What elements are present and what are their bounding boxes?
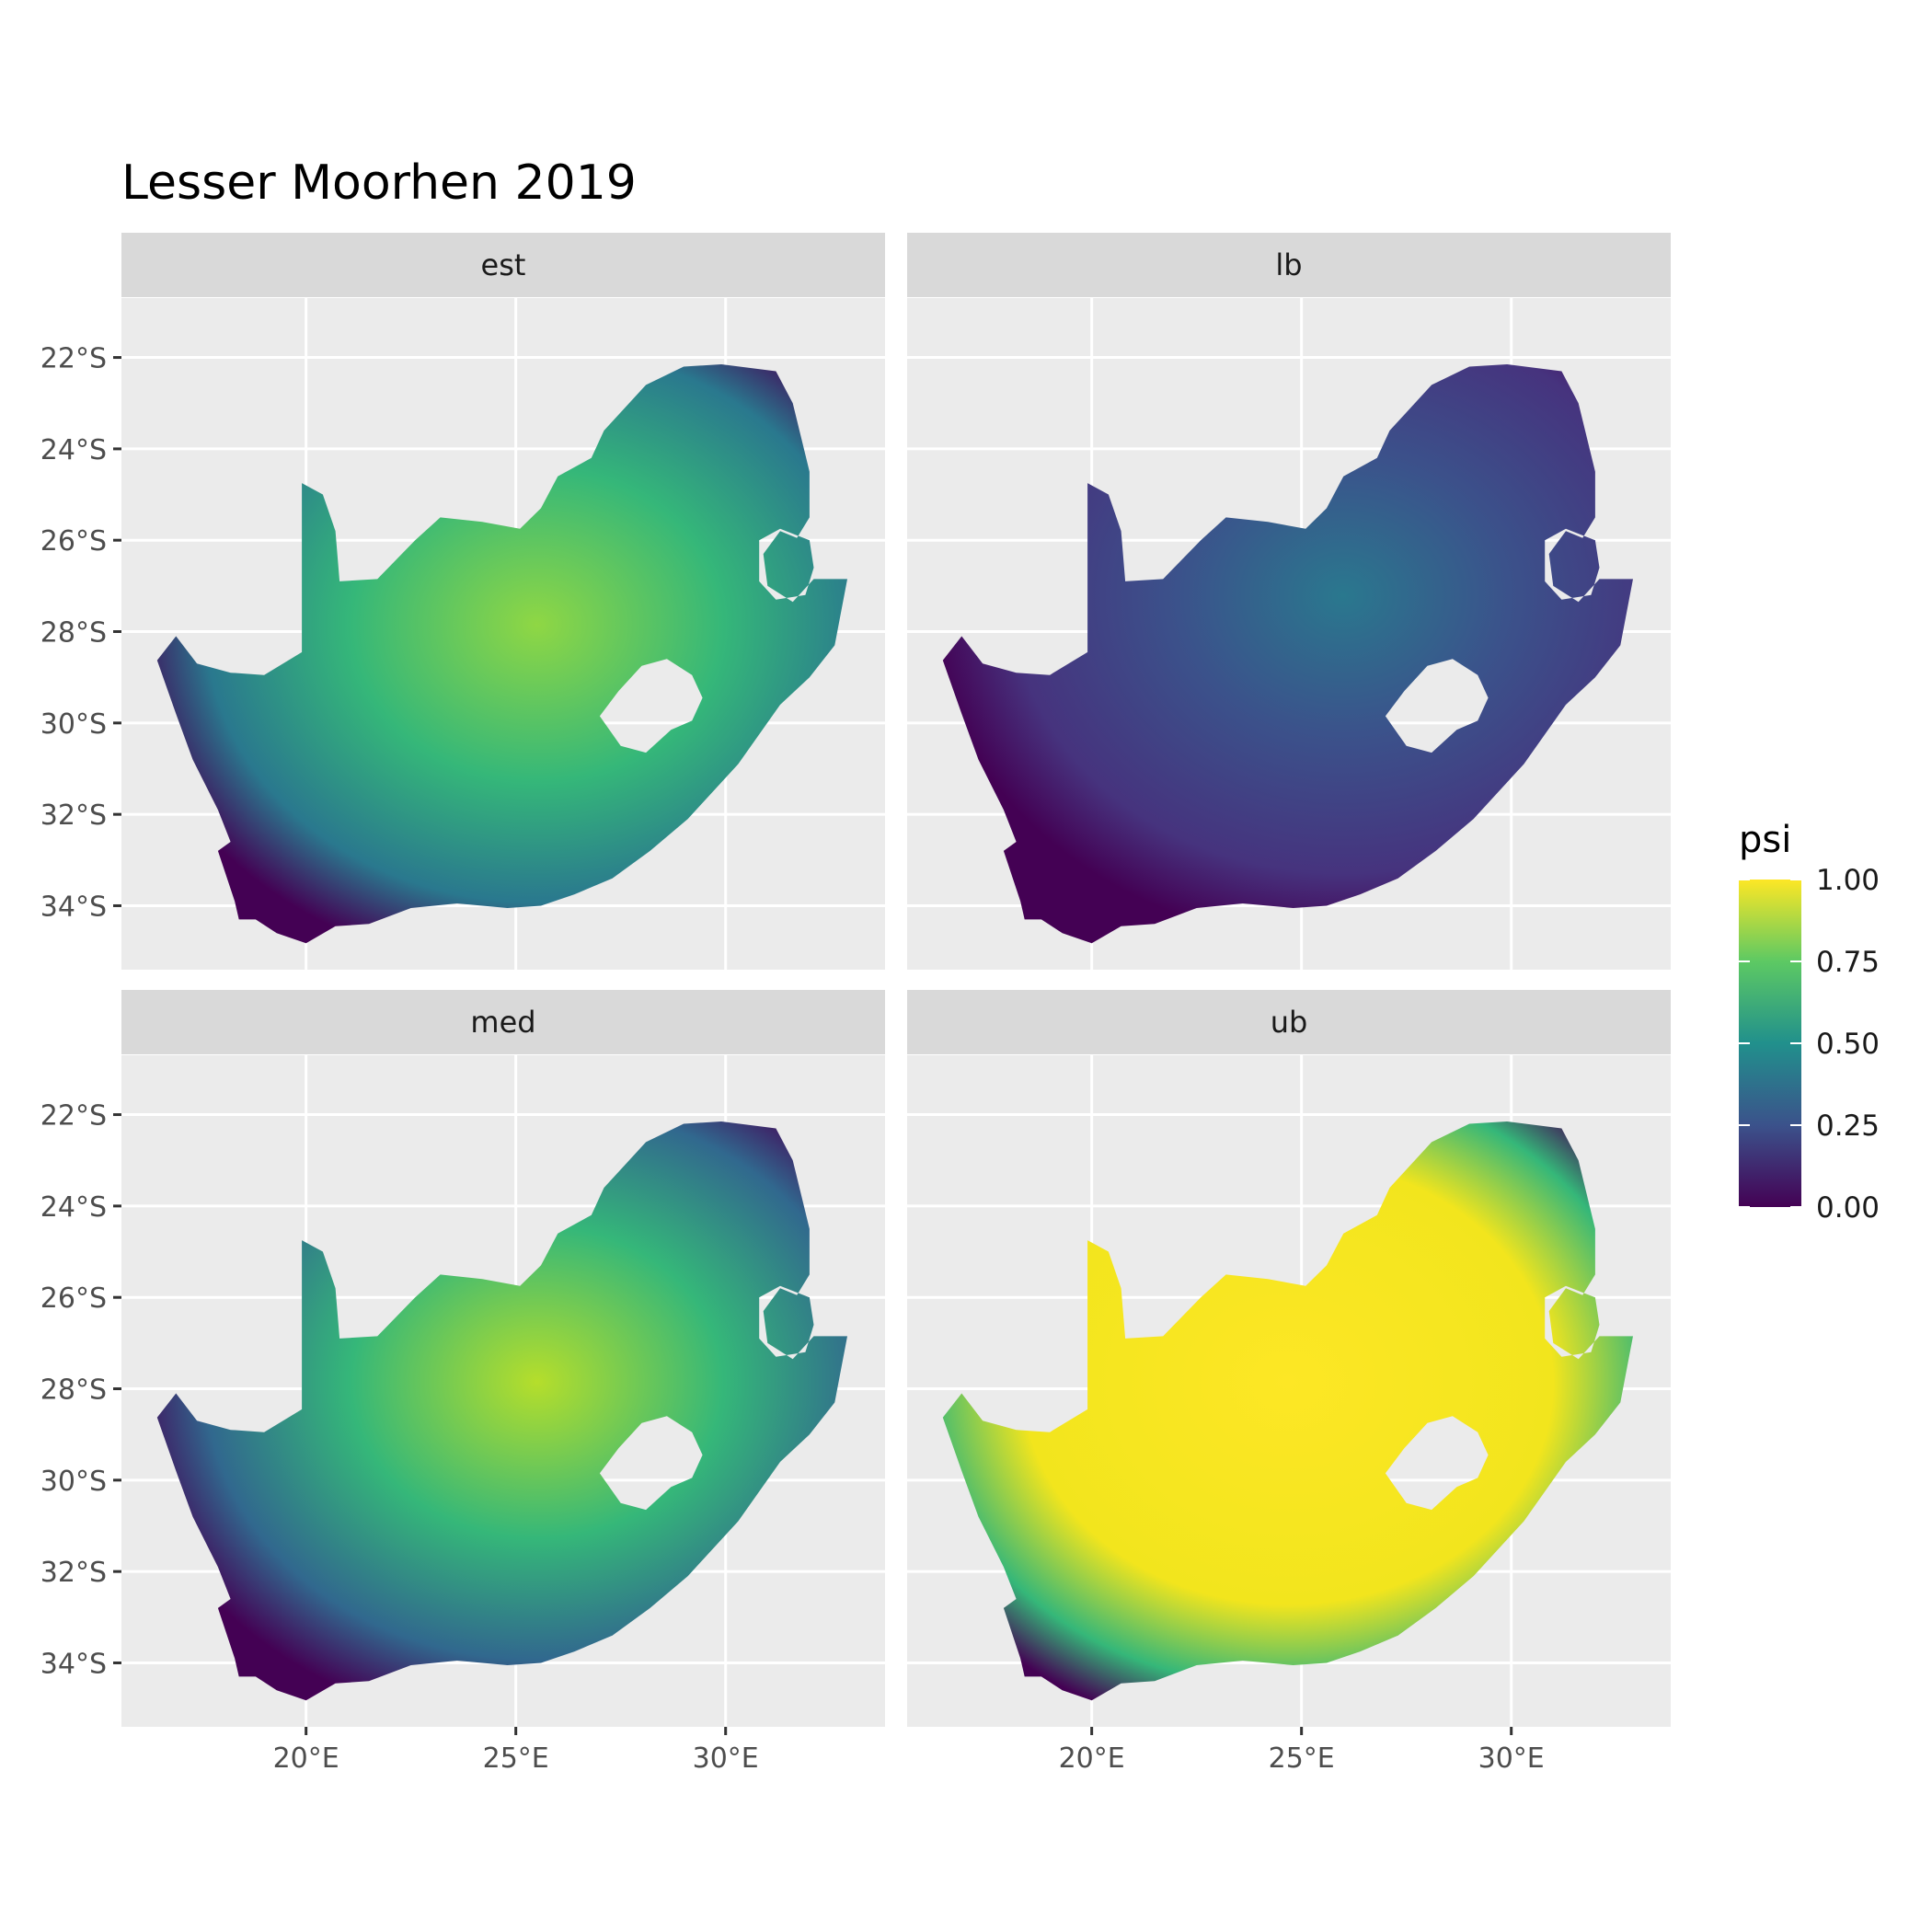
y-tick-label: 34°S [40, 1648, 107, 1680]
occupancy-raster-lb [942, 364, 1633, 944]
y-tick-label: 30°S [40, 708, 107, 741]
facet-strip-label: med [470, 1005, 535, 1040]
facet-panel-est: est 22°S 24°S 26°S 28°S 30°S 32°S 34°S [40, 233, 885, 970]
y-tick-label: 24°S [40, 1191, 107, 1224]
legend-ticks: 1.00 0.75 0.50 0.25 0.00 [1739, 864, 1880, 1225]
y-tick-label: 22°S [40, 1100, 107, 1133]
x-tick-label: 25°E [483, 1742, 549, 1775]
legend-tick-label: 0.75 [1816, 946, 1880, 979]
occupancy-raster-est [156, 364, 848, 944]
facet-strip-label: lb [1275, 247, 1302, 282]
legend-tick-label: 0.25 [1816, 1110, 1880, 1143]
y-tick-label: 32°S [40, 799, 107, 832]
chart-title: Lesser Moorhen 2019 [121, 155, 637, 211]
occupancy-raster-med [156, 1121, 848, 1701]
legend-title: psi [1739, 819, 1791, 861]
facet-strip [907, 990, 1671, 1054]
y-tick-label: 34°S [40, 891, 107, 923]
facet-panel-lb: lb [907, 233, 1671, 970]
legend-tick-label: 0.50 [1816, 1028, 1880, 1061]
legend-tick-label: 0.00 [1816, 1191, 1880, 1225]
facet-panel-ub: ub 20°E 25°E 30°E [907, 990, 1671, 1775]
y-tick-label: 28°S [40, 617, 107, 650]
facet-strip-label: est [481, 247, 526, 282]
x-tick-label: 25°E [1269, 1742, 1335, 1775]
y-tick-label: 26°S [40, 1282, 107, 1315]
facet-strip [907, 233, 1671, 297]
x-tick-label: 30°E [1478, 1742, 1545, 1775]
y-tick-label: 26°S [40, 525, 107, 558]
facet-strip [121, 990, 885, 1054]
legend: psi 1.00 0.75 0.50 0.25 0.00 [1739, 819, 1880, 1225]
facet-panels: est 22°S 24°S 26°S 28°S 30°S 32°S 34°S lb med 22°S… [40, 233, 1671, 1775]
y-tick-label: 32°S [40, 1557, 107, 1589]
facet-strip-label: ub [1271, 1005, 1308, 1040]
occupancy-raster-ub [942, 1121, 1633, 1701]
legend-tick-label: 1.00 [1816, 864, 1880, 897]
y-tick-label: 30°S [40, 1466, 107, 1498]
y-tick-label: 22°S [40, 343, 107, 375]
y-tick-label: 24°S [40, 434, 107, 466]
facet-panel-med: med 22°S 24°S 26°S 28°S 30°S 32°S 34°S 20°E 25°E 3… [40, 990, 885, 1775]
x-tick-label: 20°E [1059, 1742, 1125, 1775]
y-tick-label: 28°S [40, 1374, 107, 1407]
x-tick-label: 20°E [273, 1742, 339, 1775]
x-tick-label: 30°E [693, 1742, 759, 1775]
facet-strip [121, 233, 885, 297]
